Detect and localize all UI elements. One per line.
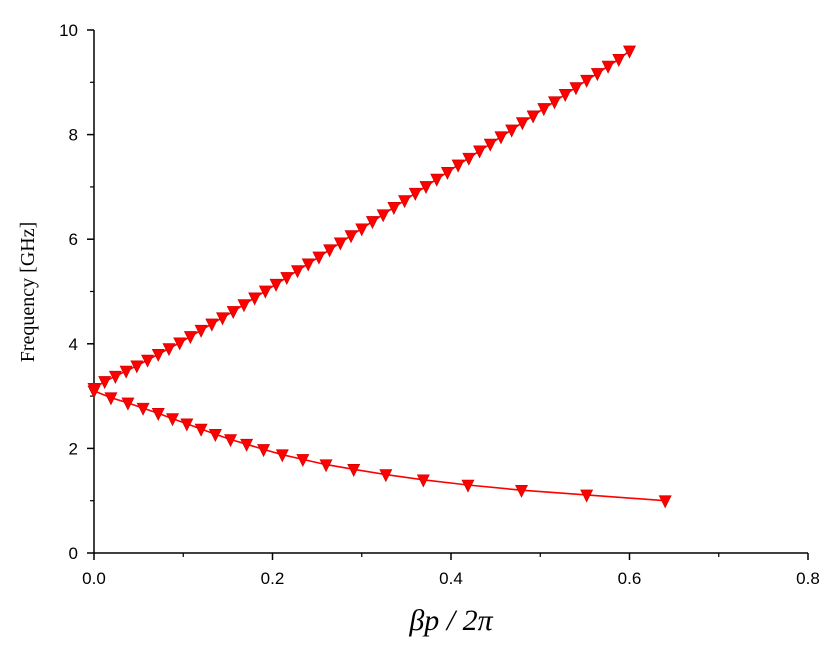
plot-area	[93, 30, 808, 554]
data-point	[194, 423, 208, 437]
data-point	[623, 45, 636, 59]
data-point	[462, 152, 476, 166]
data-point	[430, 173, 444, 187]
data-point	[257, 444, 271, 458]
series-line	[93, 390, 666, 502]
data-point	[180, 418, 194, 432]
data-point	[301, 258, 315, 272]
data-point	[121, 397, 135, 411]
data-point	[408, 187, 422, 201]
data-point	[416, 474, 430, 488]
data-point	[280, 272, 294, 286]
data-point	[440, 166, 454, 180]
data-point	[461, 479, 475, 493]
data-point	[240, 438, 254, 452]
data-point	[323, 244, 337, 258]
data-point	[151, 348, 165, 362]
y-tick-label: 4	[69, 335, 78, 354]
x-ticks: 0.0 0.2 0.4 0.6 0.8	[82, 553, 820, 588]
data-point	[558, 89, 572, 102]
data-point	[451, 159, 465, 173]
data-point	[258, 285, 272, 299]
data-point	[590, 68, 604, 82]
data-point	[248, 292, 262, 306]
data-point	[473, 145, 487, 159]
data-point	[183, 331, 197, 345]
data-point	[333, 237, 347, 251]
data-point	[151, 408, 165, 422]
data-point	[216, 312, 230, 326]
data-point	[98, 376, 112, 390]
data-point	[237, 299, 251, 313]
series-layer	[87, 45, 672, 509]
data-point	[130, 360, 144, 374]
data-point	[376, 209, 390, 223]
data-point	[494, 131, 508, 145]
y-tick-label: 0	[69, 544, 78, 563]
y-ticks: 0 2 4 6 8 10	[59, 21, 94, 563]
data-point	[224, 434, 238, 448]
data-point	[104, 392, 118, 406]
data-point	[312, 251, 326, 265]
x-tick-label: 0.8	[796, 569, 820, 588]
data-point	[355, 223, 369, 237]
y-tick-label: 2	[69, 439, 78, 458]
data-point	[205, 318, 219, 332]
data-point	[387, 201, 401, 215]
data-point	[658, 495, 672, 509]
data-point	[173, 337, 187, 351]
data-point	[269, 278, 283, 292]
data-point	[612, 53, 626, 67]
data-point	[275, 449, 289, 463]
y-axis-title: Frequency [GHz]	[17, 222, 39, 363]
data-point	[344, 230, 358, 244]
data-point	[419, 181, 433, 195]
data-point	[166, 413, 180, 427]
data-point	[162, 343, 176, 357]
data-point	[87, 385, 101, 399]
data-point	[379, 469, 393, 483]
data-point	[580, 74, 594, 88]
data-point	[296, 454, 310, 468]
data-point	[580, 489, 594, 503]
data-point	[601, 60, 615, 74]
series-2	[87, 385, 672, 509]
data-point	[347, 464, 361, 477]
x-tick-label: 0.6	[618, 569, 642, 588]
x-axis-title: βp / 2π	[408, 604, 493, 637]
data-point	[505, 124, 519, 138]
data-point	[119, 365, 133, 379]
series-1	[87, 45, 636, 396]
data-point	[136, 402, 150, 416]
data-point	[537, 103, 551, 117]
x-tick-label: 0.2	[261, 569, 285, 588]
data-point	[515, 484, 528, 498]
data-point	[141, 354, 155, 368]
data-point	[108, 370, 122, 384]
data-point	[526, 110, 540, 124]
y-tick-label: 8	[69, 126, 78, 145]
y-tick-label: 10	[59, 21, 78, 40]
data-point	[569, 82, 583, 96]
data-point	[483, 138, 497, 152]
x-tick-label: 0.0	[82, 569, 106, 588]
data-point	[194, 324, 208, 338]
data-point	[291, 265, 304, 279]
data-point	[226, 306, 240, 320]
data-point	[208, 428, 222, 442]
data-point	[365, 216, 379, 230]
y-tick-label: 6	[69, 230, 78, 249]
data-point	[515, 117, 529, 131]
x-tick-label: 0.4	[439, 569, 463, 588]
data-point	[398, 195, 412, 209]
data-point	[319, 459, 333, 473]
data-point	[548, 96, 562, 110]
